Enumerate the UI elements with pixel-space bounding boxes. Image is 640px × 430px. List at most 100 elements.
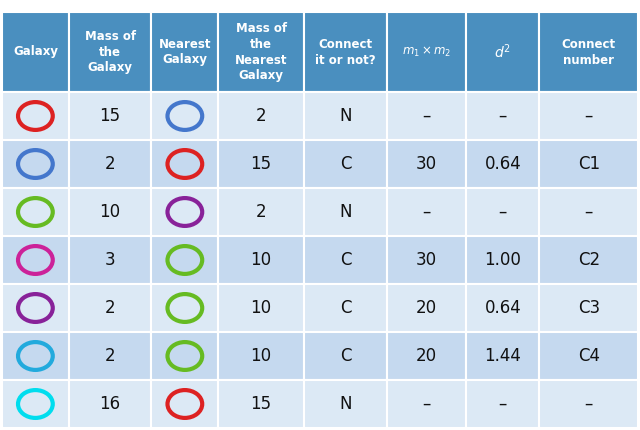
Text: –: – — [499, 107, 507, 125]
Bar — [152, 236, 218, 284]
Text: C: C — [340, 251, 351, 269]
Bar — [304, 12, 387, 92]
Text: 2: 2 — [105, 299, 115, 317]
Text: 3: 3 — [105, 251, 115, 269]
Bar — [68, 140, 152, 188]
Bar — [218, 188, 304, 236]
Bar — [2, 140, 68, 188]
Text: 0.64: 0.64 — [484, 299, 521, 317]
Bar — [540, 12, 638, 92]
Text: 2: 2 — [256, 107, 266, 125]
Bar — [387, 188, 467, 236]
Text: C4: C4 — [578, 347, 600, 365]
Text: C: C — [340, 347, 351, 365]
Text: Mass of
the
Galaxy: Mass of the Galaxy — [84, 30, 136, 74]
Text: –: – — [422, 107, 431, 125]
Text: 15: 15 — [251, 395, 272, 413]
Bar — [467, 188, 540, 236]
Bar — [68, 236, 152, 284]
Text: 15: 15 — [100, 107, 121, 125]
Text: N: N — [339, 107, 352, 125]
Bar — [387, 332, 467, 380]
Bar — [467, 284, 540, 332]
Bar — [304, 140, 387, 188]
Bar — [218, 92, 304, 140]
Bar — [467, 140, 540, 188]
Bar — [304, 236, 387, 284]
Text: C1: C1 — [578, 155, 600, 173]
Bar — [2, 236, 68, 284]
Text: 2: 2 — [256, 203, 266, 221]
Bar — [2, 92, 68, 140]
Text: 20: 20 — [416, 299, 437, 317]
Bar — [540, 380, 638, 428]
Text: 0.64: 0.64 — [484, 155, 521, 173]
Bar — [304, 188, 387, 236]
Bar — [304, 332, 387, 380]
Text: Connect
number: Connect number — [562, 37, 616, 67]
Bar — [2, 380, 68, 428]
Text: 10: 10 — [251, 251, 272, 269]
Bar — [304, 380, 387, 428]
Bar — [2, 332, 68, 380]
Text: 20: 20 — [416, 347, 437, 365]
Bar — [387, 236, 467, 284]
Text: N: N — [339, 395, 352, 413]
Bar — [218, 284, 304, 332]
Bar — [540, 140, 638, 188]
Bar — [218, 380, 304, 428]
Bar — [218, 140, 304, 188]
Bar — [467, 380, 540, 428]
Bar — [68, 284, 152, 332]
Bar — [152, 92, 218, 140]
Bar — [152, 380, 218, 428]
Text: –: – — [584, 107, 593, 125]
Bar — [68, 188, 152, 236]
Bar — [540, 332, 638, 380]
Text: –: – — [584, 395, 593, 413]
Bar — [304, 284, 387, 332]
Bar — [218, 332, 304, 380]
Bar — [218, 12, 304, 92]
Text: C: C — [340, 155, 351, 173]
Bar — [152, 332, 218, 380]
Bar — [467, 236, 540, 284]
Bar — [68, 92, 152, 140]
Bar — [152, 284, 218, 332]
Bar — [218, 236, 304, 284]
Text: –: – — [422, 203, 431, 221]
Bar — [467, 332, 540, 380]
Bar — [152, 188, 218, 236]
Bar — [540, 188, 638, 236]
Bar — [68, 332, 152, 380]
Text: $m_1 \times m_2$: $m_1 \times m_2$ — [402, 45, 451, 59]
Text: C3: C3 — [578, 299, 600, 317]
Text: Connect
it or not?: Connect it or not? — [315, 37, 376, 67]
Bar — [152, 12, 218, 92]
Bar — [540, 92, 638, 140]
Text: 1.00: 1.00 — [484, 251, 522, 269]
Text: $d^2$: $d^2$ — [494, 43, 511, 61]
Text: C: C — [340, 299, 351, 317]
Bar — [387, 92, 467, 140]
Text: Mass of
the
Nearest
Galaxy: Mass of the Nearest Galaxy — [235, 22, 287, 83]
Text: –: – — [584, 203, 593, 221]
Text: 16: 16 — [100, 395, 121, 413]
Text: C2: C2 — [578, 251, 600, 269]
Text: 30: 30 — [416, 155, 437, 173]
Text: Nearest
Galaxy: Nearest Galaxy — [159, 37, 211, 67]
Text: 10: 10 — [251, 347, 272, 365]
Text: 30: 30 — [416, 251, 437, 269]
Bar — [387, 284, 467, 332]
Text: 10: 10 — [251, 299, 272, 317]
Text: Galaxy: Galaxy — [13, 46, 58, 58]
Bar — [387, 12, 467, 92]
Bar — [540, 284, 638, 332]
Text: –: – — [499, 395, 507, 413]
Bar — [2, 188, 68, 236]
Bar — [387, 380, 467, 428]
Bar — [2, 284, 68, 332]
Bar — [152, 140, 218, 188]
Text: N: N — [339, 203, 352, 221]
Bar — [387, 140, 467, 188]
